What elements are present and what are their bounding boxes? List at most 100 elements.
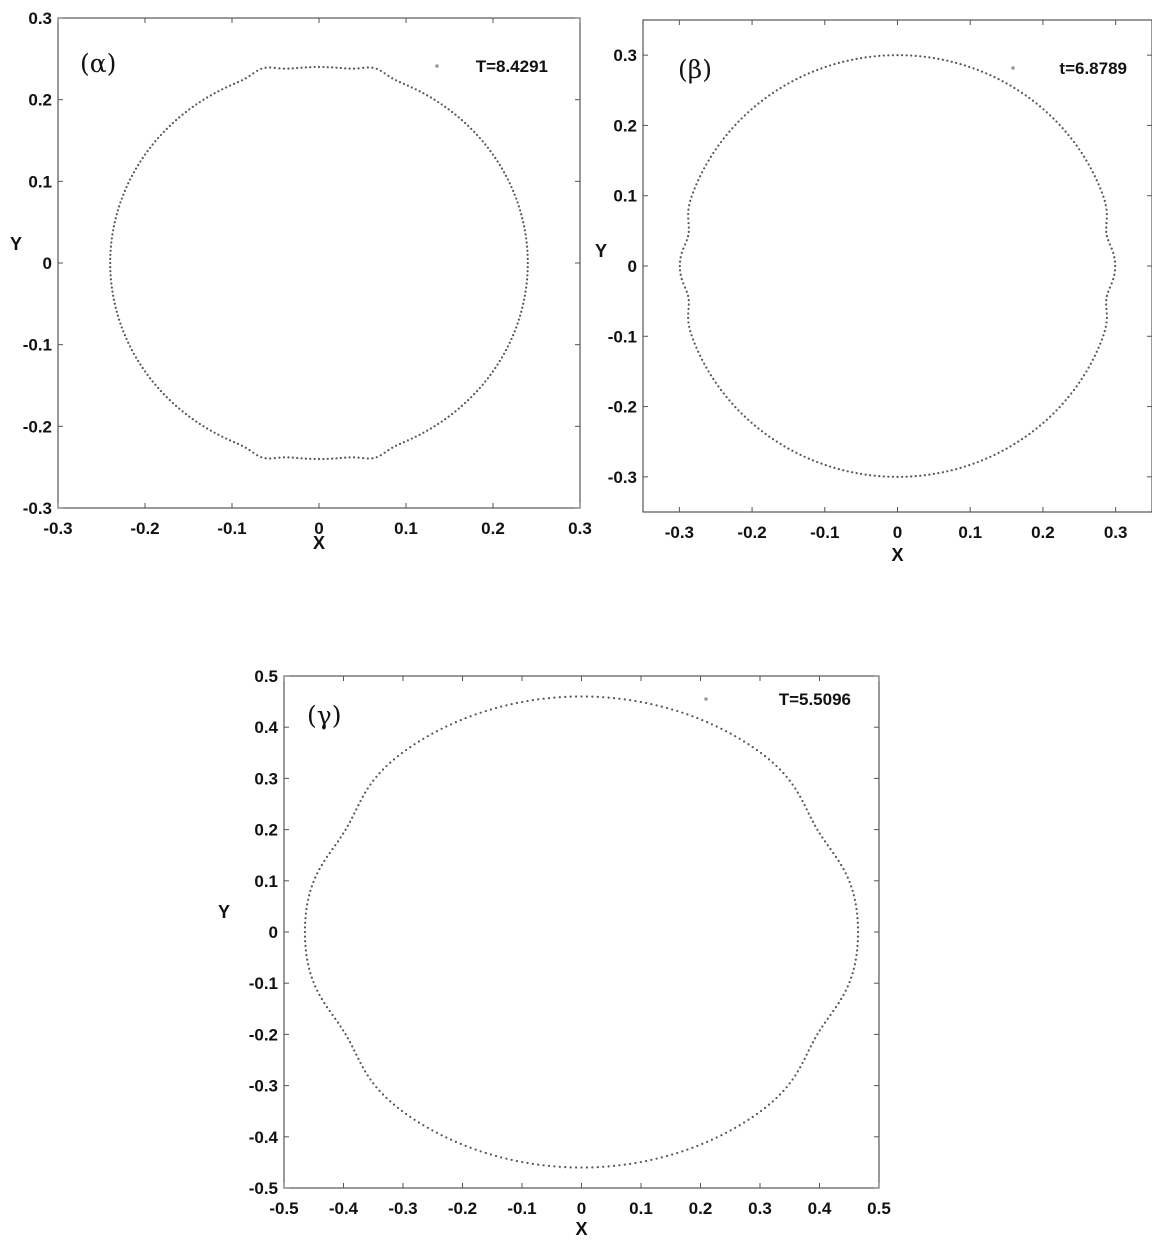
data-point xyxy=(454,1140,457,1143)
data-point xyxy=(526,253,529,256)
data-point xyxy=(1097,183,1100,186)
data-point xyxy=(840,997,843,1001)
data-point xyxy=(313,457,316,461)
data-point xyxy=(709,155,713,158)
data-point xyxy=(115,213,118,216)
data-point xyxy=(737,120,740,123)
interface-points xyxy=(109,65,529,461)
data-point xyxy=(751,1115,754,1118)
data-point xyxy=(525,278,529,281)
legend-marker xyxy=(704,697,708,701)
data-point xyxy=(502,171,506,174)
data-point xyxy=(818,1029,821,1032)
data-point xyxy=(130,174,134,177)
data-point xyxy=(976,460,979,464)
data-point xyxy=(256,69,259,72)
x-axis-label: X xyxy=(891,545,903,565)
y-tick-label: -0.3 xyxy=(23,499,52,518)
data-point xyxy=(304,921,307,924)
data-point xyxy=(470,127,473,130)
data-point xyxy=(782,1089,785,1092)
data-point xyxy=(855,472,858,475)
data-point xyxy=(331,457,334,460)
data-point xyxy=(869,55,872,58)
data-point xyxy=(357,67,360,70)
data-point xyxy=(950,469,953,472)
data-point xyxy=(1105,221,1108,225)
data-point xyxy=(422,1124,425,1127)
data-point xyxy=(409,746,412,749)
data-point xyxy=(709,374,713,377)
data-point xyxy=(344,67,347,70)
data-point xyxy=(737,409,740,412)
data-point xyxy=(823,840,827,843)
data-point xyxy=(525,237,528,240)
interface-points xyxy=(303,695,860,1169)
data-point xyxy=(264,457,267,460)
data-point xyxy=(678,264,681,268)
data-point xyxy=(112,298,115,301)
data-point xyxy=(375,775,378,778)
data-point xyxy=(842,60,845,63)
data-point xyxy=(972,67,975,70)
data-point xyxy=(236,81,240,84)
data-point xyxy=(304,917,307,920)
data-point xyxy=(181,113,184,116)
data-point xyxy=(1075,385,1078,388)
data-point xyxy=(923,55,926,58)
data-point xyxy=(1108,286,1112,289)
data-point xyxy=(807,457,810,460)
data-point xyxy=(537,1163,540,1166)
data-point xyxy=(148,146,152,149)
data-point xyxy=(378,1089,381,1092)
x-tick-label: -0.1 xyxy=(507,1199,536,1218)
data-point xyxy=(506,345,510,348)
data-point xyxy=(479,1150,482,1153)
data-point xyxy=(1038,424,1042,427)
data-point xyxy=(256,454,259,457)
data-point xyxy=(811,1041,815,1044)
data-point xyxy=(607,1165,610,1168)
data-point xyxy=(787,82,790,85)
data-point xyxy=(767,1103,771,1106)
data-point xyxy=(494,706,498,710)
data-point xyxy=(526,249,529,252)
data-point xyxy=(795,451,798,454)
data-point xyxy=(1020,91,1024,94)
data-point xyxy=(303,930,307,934)
data-point xyxy=(375,67,378,70)
data-point xyxy=(248,449,251,452)
data-point xyxy=(707,370,710,373)
data-point xyxy=(955,61,958,65)
data-point xyxy=(435,1131,439,1134)
data-point xyxy=(724,730,728,733)
data-point xyxy=(526,270,529,273)
data-point xyxy=(1105,312,1108,315)
data-point xyxy=(116,209,119,212)
data-point xyxy=(232,441,236,444)
data-point xyxy=(357,456,360,459)
data-point xyxy=(116,314,119,317)
data-point xyxy=(426,429,429,432)
data-point xyxy=(112,229,115,232)
legend-marker xyxy=(435,64,439,68)
data-point xyxy=(844,989,847,992)
data-point xyxy=(489,1153,492,1156)
data-point xyxy=(213,431,216,434)
data-point xyxy=(369,1078,372,1081)
data-point xyxy=(680,251,683,254)
data-point xyxy=(109,245,113,248)
data-point xyxy=(854,903,857,906)
y-tick-label: 0.4 xyxy=(254,718,278,737)
data-point xyxy=(846,59,849,62)
data-point xyxy=(795,78,798,81)
data-point xyxy=(445,725,448,728)
data-point xyxy=(174,119,178,122)
data-point xyxy=(348,820,352,823)
data-point xyxy=(864,56,867,59)
data-point xyxy=(753,105,757,108)
data-point xyxy=(1093,175,1096,178)
data-point xyxy=(734,735,737,738)
data-point xyxy=(740,412,743,415)
data-point xyxy=(308,894,311,897)
